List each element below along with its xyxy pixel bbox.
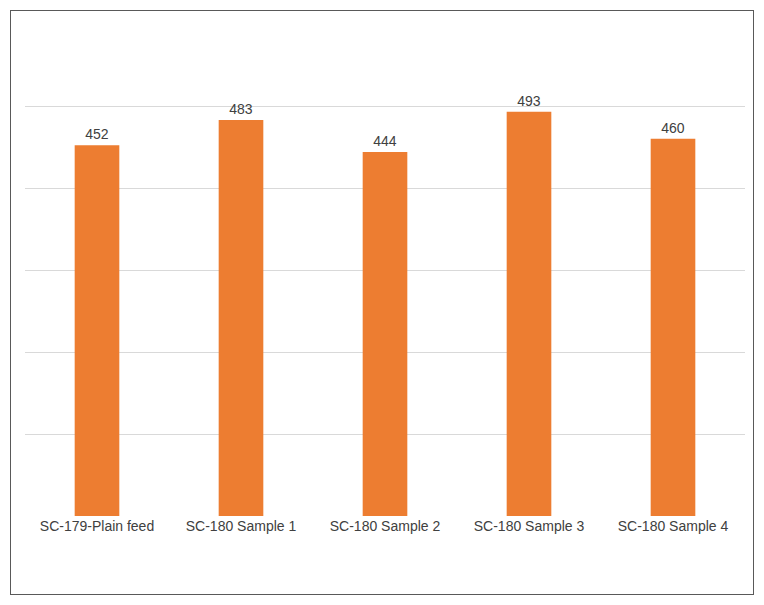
svg-text:SC-180 Sample 1: SC-180 Sample 1 bbox=[186, 518, 297, 534]
svg-text:493: 493 bbox=[517, 93, 541, 109]
svg-text:SC-180 Sample 3: SC-180 Sample 3 bbox=[474, 518, 585, 534]
svg-text:460: 460 bbox=[661, 120, 685, 136]
svg-text:483: 483 bbox=[229, 101, 253, 117]
svg-text:SC-180 Sample 2: SC-180 Sample 2 bbox=[330, 518, 441, 534]
svg-text:444: 444 bbox=[373, 133, 397, 149]
svg-text:SC-179-Plain feed: SC-179-Plain feed bbox=[40, 518, 154, 534]
svg-text:SC-180 Sample 4: SC-180 Sample 4 bbox=[618, 518, 729, 534]
svg-text:452: 452 bbox=[85, 126, 109, 142]
